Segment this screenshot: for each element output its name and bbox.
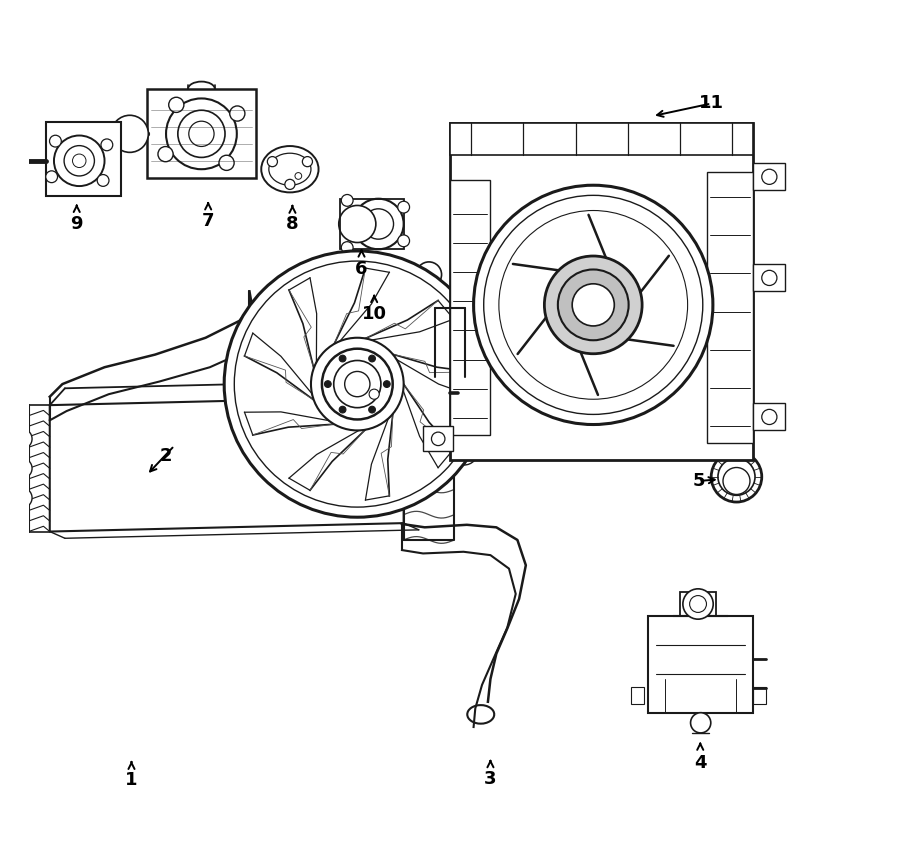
Circle shape: [345, 371, 370, 397]
Circle shape: [544, 256, 642, 354]
Bar: [450, 180, 491, 435]
Bar: [423, 426, 453, 452]
Circle shape: [558, 269, 628, 340]
Circle shape: [369, 355, 375, 362]
Circle shape: [64, 146, 94, 176]
Circle shape: [224, 251, 490, 517]
Circle shape: [683, 589, 713, 619]
Bar: [753, 687, 766, 704]
Circle shape: [322, 349, 392, 419]
Circle shape: [12, 429, 32, 449]
Bar: [147, 89, 256, 177]
Circle shape: [46, 170, 58, 182]
Circle shape: [325, 381, 331, 387]
Bar: [491, 387, 506, 398]
Text: 8: 8: [286, 215, 299, 233]
Circle shape: [97, 175, 109, 187]
Circle shape: [189, 122, 214, 147]
Circle shape: [295, 172, 302, 179]
Circle shape: [112, 116, 148, 153]
Text: 2: 2: [160, 446, 172, 465]
Circle shape: [761, 270, 777, 285]
Bar: [486, 374, 526, 403]
Circle shape: [417, 262, 442, 287]
Circle shape: [54, 136, 104, 186]
Circle shape: [711, 452, 761, 502]
Circle shape: [334, 360, 381, 408]
Bar: [511, 373, 533, 397]
Circle shape: [364, 208, 393, 239]
Circle shape: [101, 139, 112, 151]
Circle shape: [219, 155, 234, 170]
Text: 3: 3: [484, 771, 497, 788]
Text: 10: 10: [362, 306, 387, 323]
Circle shape: [341, 241, 353, 253]
Circle shape: [17, 463, 27, 473]
Bar: [450, 123, 753, 155]
Circle shape: [166, 99, 237, 169]
Bar: [46, 122, 122, 196]
Circle shape: [17, 434, 27, 444]
Circle shape: [398, 201, 410, 213]
Circle shape: [473, 185, 713, 425]
Circle shape: [353, 198, 404, 249]
Circle shape: [341, 194, 353, 206]
Circle shape: [690, 712, 711, 733]
Circle shape: [761, 409, 777, 425]
Bar: [631, 687, 644, 704]
Circle shape: [230, 106, 245, 121]
Text: 1: 1: [125, 771, 138, 789]
Circle shape: [17, 493, 27, 503]
Polygon shape: [648, 616, 753, 712]
Bar: [753, 164, 786, 190]
Circle shape: [12, 488, 32, 508]
Circle shape: [369, 406, 375, 413]
Circle shape: [311, 338, 404, 430]
Circle shape: [398, 235, 410, 246]
Bar: [707, 171, 753, 443]
Circle shape: [572, 284, 615, 326]
Circle shape: [761, 169, 777, 184]
Bar: [491, 374, 506, 384]
Circle shape: [718, 458, 755, 495]
Circle shape: [431, 432, 445, 446]
Circle shape: [723, 468, 750, 495]
Bar: [753, 264, 786, 291]
Text: 9: 9: [70, 215, 83, 233]
Circle shape: [302, 157, 312, 166]
Bar: [753, 403, 786, 430]
Text: 11: 11: [698, 95, 724, 112]
Circle shape: [12, 458, 32, 479]
Bar: [680, 592, 716, 616]
Circle shape: [339, 406, 346, 413]
Circle shape: [168, 97, 184, 112]
Circle shape: [689, 596, 706, 613]
Circle shape: [284, 179, 295, 189]
Circle shape: [158, 147, 173, 162]
Text: 7: 7: [202, 213, 214, 230]
Circle shape: [178, 111, 225, 158]
Text: 4: 4: [694, 755, 706, 772]
Circle shape: [383, 381, 391, 387]
Circle shape: [339, 355, 346, 362]
Circle shape: [369, 389, 379, 399]
Circle shape: [73, 154, 86, 167]
Text: 5: 5: [692, 472, 705, 490]
Circle shape: [338, 205, 376, 242]
Text: 6: 6: [356, 260, 368, 278]
Bar: [450, 123, 753, 460]
Bar: [340, 198, 404, 249]
Circle shape: [451, 438, 478, 465]
Circle shape: [50, 135, 61, 147]
Circle shape: [267, 157, 277, 166]
